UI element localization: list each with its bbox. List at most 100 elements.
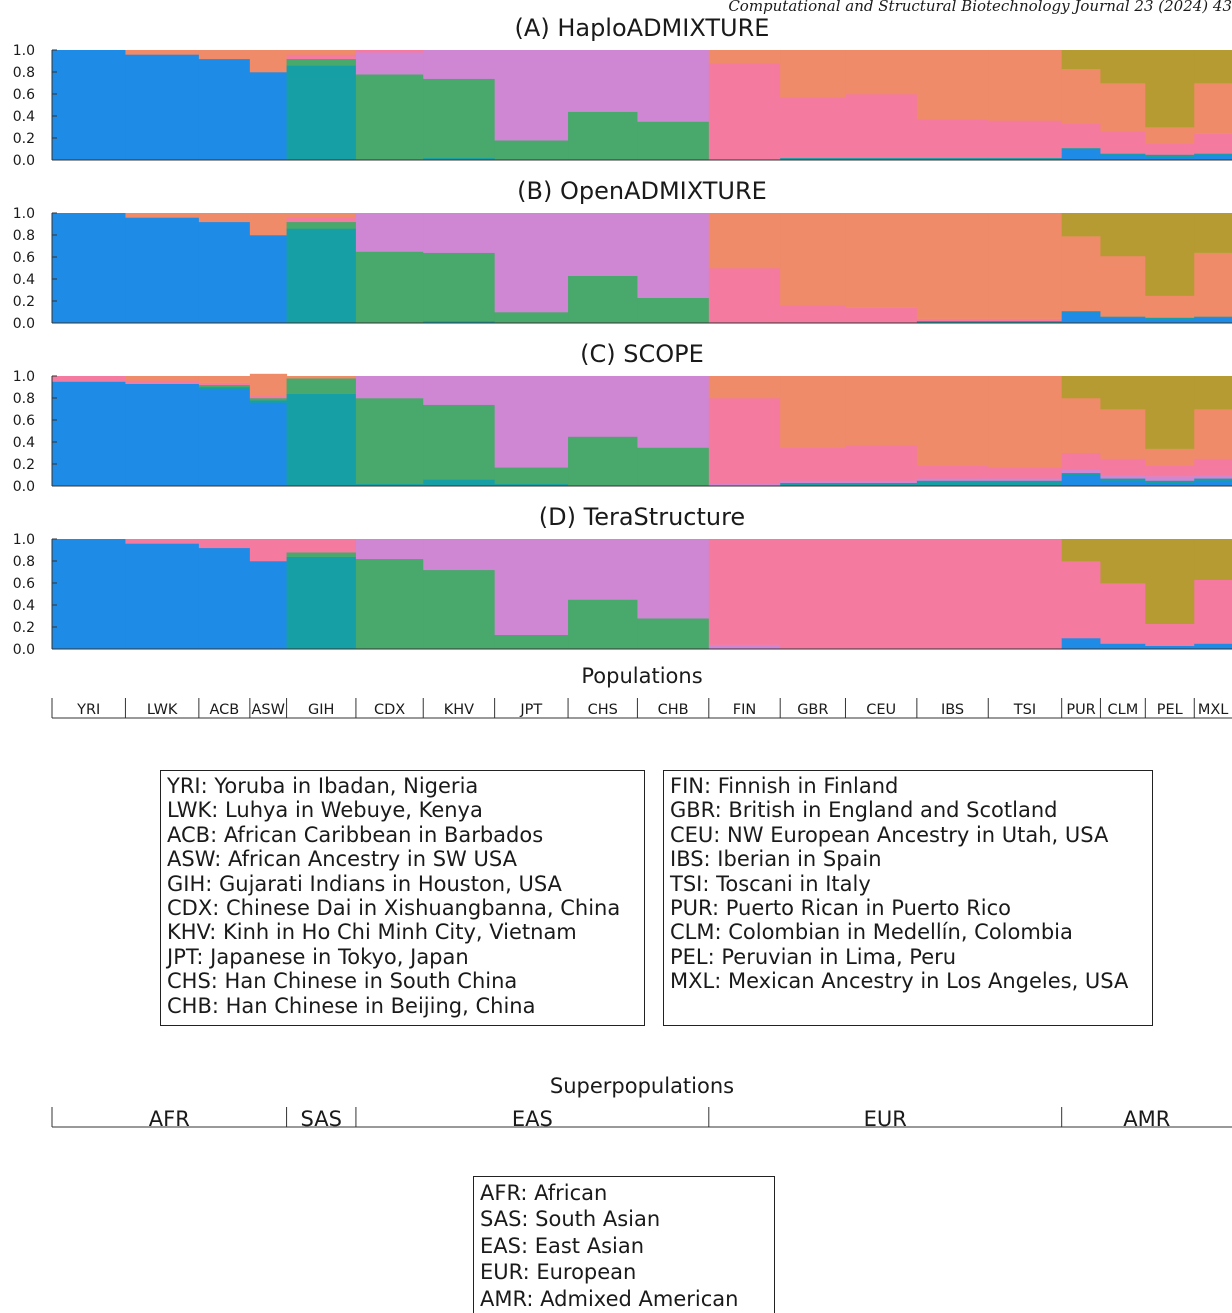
bar-segment: [286, 50, 357, 55]
population-label: PEL: [1157, 702, 1183, 718]
y-tick-label: 0.2: [13, 457, 35, 473]
bar-segment: [125, 50, 200, 55]
bar-segment: [1194, 409, 1232, 459]
bar-segment: [355, 483, 424, 487]
bar-segment: [198, 384, 251, 388]
panel-title: (A) HaploADMIXTURE: [515, 14, 770, 42]
y-tick-label: 0.2: [13, 620, 35, 636]
bar-segment: [198, 50, 251, 60]
y-tick-label: 0.0: [13, 316, 35, 332]
panel-title: (B) OpenADMIXTURE: [517, 177, 767, 205]
population-label: YRI: [76, 702, 100, 718]
bar-segment: [423, 213, 496, 253]
bar-segment: [249, 235, 288, 324]
bar-segment: [780, 50, 846, 98]
y-tick-label: 0.8: [13, 65, 35, 81]
bar-segment: [708, 213, 781, 269]
bar-segment: [1100, 583, 1146, 644]
bar-segment: [845, 480, 918, 483]
bar-segment: [916, 320, 989, 324]
legend-line: AMR: Admixed American: [480, 1286, 739, 1311]
bar-segment: [708, 268, 781, 324]
bar-segment: [1194, 579, 1232, 644]
bar-segment: [568, 50, 638, 112]
bar-segment: [494, 539, 569, 635]
bar-segment: [780, 157, 846, 161]
bar-segment: [1061, 453, 1101, 470]
bar-segment: [1100, 255, 1146, 317]
population-label: MXL: [1198, 702, 1229, 718]
bar-segment: [198, 387, 251, 390]
bar-segment: [988, 539, 1063, 650]
bar-segment: [1061, 213, 1101, 237]
bar-segment: [1100, 478, 1146, 481]
bar-segment: [1100, 131, 1146, 154]
bar-segment: [845, 157, 918, 161]
bar-segment: [1145, 127, 1195, 144]
bar-segment: [845, 50, 918, 95]
bar-segment: [1194, 539, 1232, 580]
bar-segment: [988, 50, 1063, 121]
bar-segment: [125, 213, 200, 218]
bar-segment: [1100, 480, 1146, 487]
bar-segment: [568, 275, 638, 324]
bar-segment: [286, 58, 357, 66]
bar-segment: [708, 398, 781, 485]
bar-segment: [249, 402, 288, 487]
bar-segment: [1194, 480, 1232, 487]
panel-3: (D) TeraStructure 1.0 0.8 0.6 0.4 0.2 0.0: [13, 503, 1232, 658]
bar-segment: [1100, 539, 1146, 584]
bar-segment: [568, 111, 638, 161]
bar-segment: [1194, 154, 1232, 161]
bar-segment: [708, 539, 781, 645]
bar-segment: [1194, 133, 1232, 154]
legend-line: MXL: Mexican Ancestry in Los Angeles, US…: [670, 969, 1129, 994]
population-legend-right: FIN: Finnish in Finland GBR: British in …: [663, 770, 1153, 1026]
bar-segment: [52, 381, 126, 487]
bar-segment: [988, 318, 1063, 322]
bar-segment: [125, 539, 200, 544]
panel-1: (B) OpenADMIXTURE 1.0 0.8 0.6 0.4 0.2 0.0: [13, 177, 1232, 332]
bar-segment: [708, 376, 781, 399]
population-axis: Populations YRI LWK ACB ASW GIH CDX KHV JPT CHS CH…: [51, 664, 1232, 719]
y-tick-label: 0.4: [13, 109, 35, 125]
bar-segment: [845, 539, 918, 650]
bar-segment: [249, 561, 288, 650]
bar-segment: [988, 157, 1063, 161]
bar-segment: [1061, 50, 1101, 69]
bar-segment: [1145, 213, 1195, 296]
bar-segment: [568, 376, 638, 437]
y-tick-label: 0.4: [13, 435, 35, 451]
legend-line: IBS: Iberian in Spain: [670, 847, 882, 872]
bar-segment: [708, 63, 781, 161]
bar-segment: [1194, 475, 1232, 479]
bar-segment: [1145, 645, 1195, 650]
bar-segment: [423, 404, 496, 480]
bar-segment: [423, 320, 496, 324]
panel-title: (C) SCOPE: [580, 340, 704, 368]
bar-segment: [1194, 316, 1232, 318]
bar-segment: [1061, 376, 1101, 399]
bar-segment: [125, 383, 200, 487]
bar-segment: [1061, 472, 1101, 476]
population-label: CEU: [866, 702, 896, 718]
bar-segment: [916, 213, 989, 319]
legend-line: CEU: NW European Ancestry in Utah, USA: [670, 822, 1109, 847]
population-label: LWK: [147, 702, 178, 718]
bar-segment: [423, 252, 496, 322]
bar-segment: [249, 373, 288, 397]
bar-segment: [988, 320, 1063, 324]
y-tick-label: 0.2: [13, 131, 35, 147]
bar-segment: [1100, 475, 1146, 479]
bar-segment: [916, 465, 989, 479]
bar-segment: [494, 213, 569, 313]
legend-line: GIH: Gujarati Indians in Houston, USA: [167, 871, 562, 896]
bar-segment: [988, 480, 1063, 487]
bar-segment: [1100, 409, 1146, 459]
bar-segment: [637, 539, 710, 619]
bar-segment: [988, 478, 1063, 481]
bar-segment: [1100, 376, 1146, 410]
bar-segment: [1194, 153, 1232, 155]
legend-line: GBR: British in England and Scotland: [670, 798, 1058, 823]
